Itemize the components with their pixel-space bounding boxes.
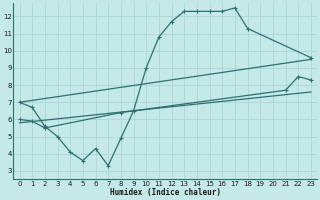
X-axis label: Humidex (Indice chaleur): Humidex (Indice chaleur) [110, 188, 221, 197]
